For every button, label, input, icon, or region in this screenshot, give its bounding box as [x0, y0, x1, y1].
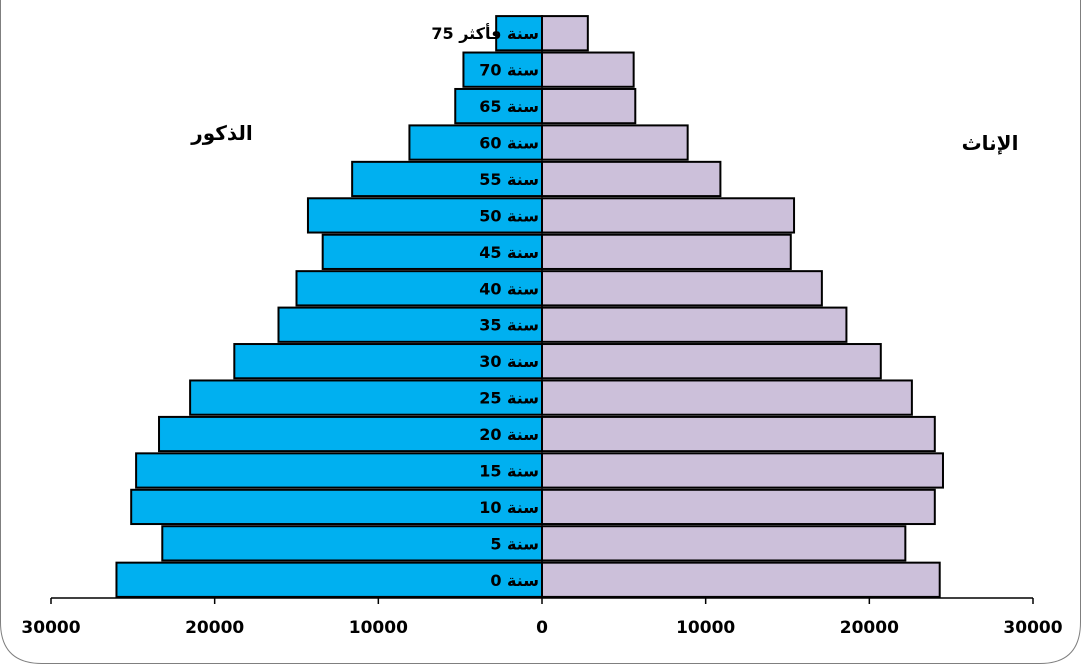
age-label-9: 45 سنة [479, 243, 539, 262]
bar-female-2 [541, 488, 936, 526]
bar-female-4 [541, 415, 936, 453]
bar-female-8 [541, 270, 823, 307]
x-tick-label-1: 20000 [185, 618, 244, 638]
bar-male-10 [306, 197, 543, 234]
x-tick-label-6: 30000 [1003, 618, 1062, 638]
female-side-label: الإناث [962, 131, 1019, 155]
bar-male-8 [295, 270, 543, 307]
x-tick-label-0: 30000 [21, 618, 80, 638]
age-label-5: 25 سنة [479, 389, 539, 408]
bar-female-3 [541, 452, 944, 489]
x-tick-label-4: 10000 [676, 618, 735, 638]
bar-male-6 [233, 343, 543, 380]
male-side-label: الذكور [190, 121, 253, 145]
age-label-4: 20 سنة [479, 425, 539, 444]
x-tick-label-2: 10000 [349, 618, 408, 638]
x-tick-label-5: 20000 [840, 618, 899, 638]
bar-male-11 [351, 160, 543, 198]
bar-male-9 [321, 233, 544, 270]
bar-female-10 [541, 197, 796, 234]
age-label-6: 30 سنة [479, 352, 539, 371]
age-label-13: 65 سنة [479, 97, 539, 116]
age-label-14: 70 سنة [479, 61, 539, 80]
bar-male-5 [189, 379, 543, 416]
age-label-3: 15 سنة [479, 461, 539, 480]
bar-female-15 [541, 15, 589, 52]
bar-female-9 [541, 233, 792, 270]
x-axis: 30000 20000 10000 0 10000 20000 30000 [21, 597, 1063, 638]
bar-female-6 [541, 343, 882, 380]
age-label-11: 55 سنة [479, 170, 539, 189]
bar-female-7 [541, 306, 848, 343]
age-label-10: 50 سنة [479, 206, 539, 225]
bar-female-1 [541, 525, 907, 562]
age-label-12: 60 سنة [479, 134, 539, 153]
bar-female-5 [541, 379, 913, 416]
bar-male-0 [115, 561, 543, 598]
bar-female-0 [541, 561, 941, 598]
bar-male-14 [462, 51, 543, 88]
bar-female-13 [541, 87, 637, 125]
age-label-0: 0 سنة [490, 571, 539, 590]
bar-female-12 [541, 124, 689, 161]
age-label-1: 5 سنة [490, 534, 539, 553]
x-tick-label-3: 0 [536, 618, 548, 638]
age-label-15: 75 سنة فأكثر [431, 23, 539, 43]
age-label-2: 10 سنة [479, 498, 539, 517]
bar-male-1 [161, 525, 543, 562]
bar-male-4 [158, 415, 544, 453]
bars-group [115, 15, 944, 598]
age-label-7: 35 سنة [479, 316, 539, 335]
bar-male-7 [277, 306, 543, 343]
bar-female-11 [541, 160, 722, 198]
age-labels-group: 0 سنة 5 سنة 10 سنة 15 سنة 20 سنة 25 سنة 30 سنة… [431, 23, 539, 590]
bar-female-14 [541, 51, 635, 88]
age-label-8: 40 سنة [479, 279, 539, 298]
